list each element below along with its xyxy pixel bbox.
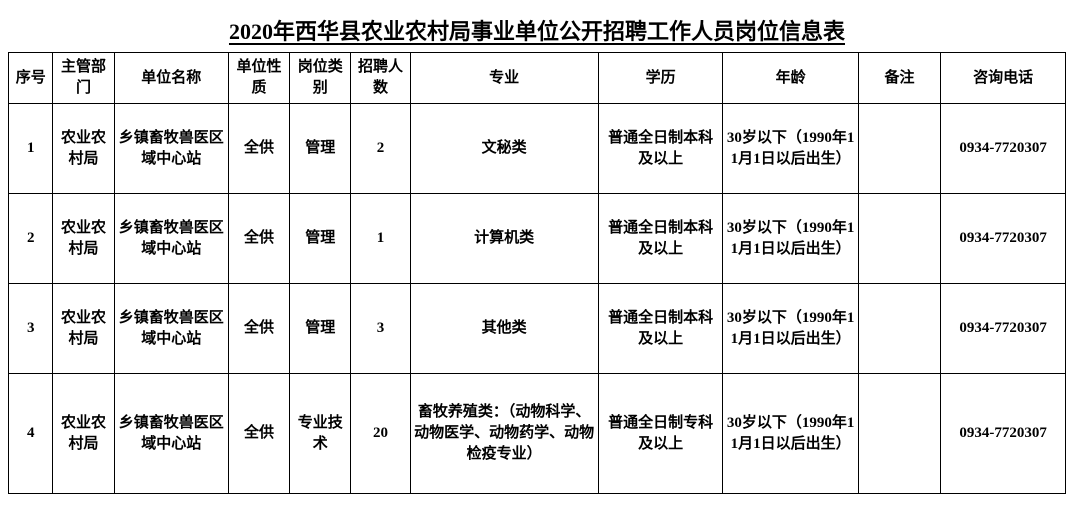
cell-unit: 乡镇畜牧兽医区域中心站 [114,194,228,284]
cell-remark [858,284,940,374]
table-row: 2农业农村局乡镇畜牧兽医区域中心站全供管理1计算机类普通全日制本科及以上30岁以… [9,194,1066,284]
cell-postcat: 管理 [290,284,351,374]
table-row: 4农业农村局乡镇畜牧兽医区域中心站全供专业技术20畜牧养殖类：（动物科学、动物医… [9,374,1066,494]
cell-unit: 乡镇畜牧兽医区域中心站 [114,104,228,194]
cell-dept: 农业农村局 [53,104,114,194]
cell-dept: 农业农村局 [53,194,114,284]
col-header-seq: 序号 [9,53,53,104]
col-header-count: 招聘人数 [351,53,410,104]
cell-remark [858,194,940,284]
cell-seq: 1 [9,104,53,194]
col-header-edu: 学历 [598,53,723,104]
cell-postcat: 管理 [290,104,351,194]
cell-phone: 0934-7720307 [941,104,1066,194]
cell-major: 畜牧养殖类：（动物科学、动物医学、动物药学、动物检疫专业） [410,374,598,494]
cell-phone: 0934-7720307 [941,284,1066,374]
col-header-major: 专业 [410,53,598,104]
cell-edu: 普通全日制本科及以上 [598,194,723,284]
cell-count: 1 [351,194,410,284]
cell-count: 2 [351,104,410,194]
cell-nature: 全供 [228,284,289,374]
recruitment-table: 序号 主管部门 单位名称 单位性质 岗位类别 招聘人数 专业 学历 年龄 备注 … [8,52,1066,494]
cell-count: 20 [351,374,410,494]
cell-dept: 农业农村局 [53,374,114,494]
cell-edu: 普通全日制本科及以上 [598,104,723,194]
cell-seq: 2 [9,194,53,284]
table-row: 3农业农村局乡镇畜牧兽医区域中心站全供管理3其他类普通全日制本科及以上30岁以下… [9,284,1066,374]
cell-dept: 农业农村局 [53,284,114,374]
cell-major: 其他类 [410,284,598,374]
col-header-phone: 咨询电话 [941,53,1066,104]
cell-count: 3 [351,284,410,374]
cell-age: 30岁以下（1990年11月1日以后出生） [723,284,858,374]
col-header-unit: 单位名称 [114,53,228,104]
cell-phone: 0934-7720307 [941,374,1066,494]
cell-unit: 乡镇畜牧兽医区域中心站 [114,284,228,374]
cell-postcat: 管理 [290,194,351,284]
cell-edu: 普通全日制本科及以上 [598,284,723,374]
table-body: 1农业农村局乡镇畜牧兽医区域中心站全供管理2文秘类普通全日制本科及以上30岁以下… [9,104,1066,494]
cell-age: 30岁以下（1990年11月1日以后出生） [723,194,858,284]
cell-nature: 全供 [228,194,289,284]
col-header-remark: 备注 [858,53,940,104]
table-row: 1农业农村局乡镇畜牧兽医区域中心站全供管理2文秘类普通全日制本科及以上30岁以下… [9,104,1066,194]
cell-edu: 普通全日制专科及以上 [598,374,723,494]
col-header-postcat: 岗位类别 [290,53,351,104]
cell-age: 30岁以下（1990年11月1日以后出生） [723,374,858,494]
table-header-row: 序号 主管部门 单位名称 单位性质 岗位类别 招聘人数 专业 学历 年龄 备注 … [9,53,1066,104]
cell-remark [858,374,940,494]
cell-major: 文秘类 [410,104,598,194]
recruitment-table-container: 2020年西华县农业农村局事业单位公开招聘工作人员岗位信息表 序号 主管部门 单… [8,8,1066,494]
cell-seq: 4 [9,374,53,494]
cell-major: 计算机类 [410,194,598,284]
cell-nature: 全供 [228,374,289,494]
page-title: 2020年西华县农业农村局事业单位公开招聘工作人员岗位信息表 [8,8,1066,52]
col-header-dept: 主管部门 [53,53,114,104]
cell-nature: 全供 [228,104,289,194]
cell-remark [858,104,940,194]
cell-postcat: 专业技术 [290,374,351,494]
cell-unit: 乡镇畜牧兽医区域中心站 [114,374,228,494]
cell-age: 30岁以下（1990年11月1日以后出生） [723,104,858,194]
cell-phone: 0934-7720307 [941,194,1066,284]
col-header-age: 年龄 [723,53,858,104]
cell-seq: 3 [9,284,53,374]
col-header-nature: 单位性质 [228,53,289,104]
